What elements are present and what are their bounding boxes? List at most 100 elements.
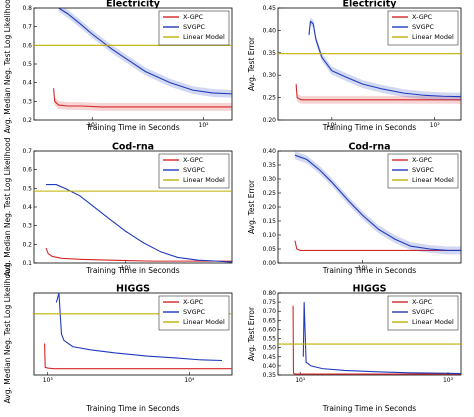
x-tick-label: 10² [430,122,441,129]
y-tick-label: 0.6 [22,42,32,49]
y-tick-label: 0.1 [22,260,32,267]
x-axis-label: Training Time in Seconds [322,123,417,132]
plot-area [34,184,232,263]
y-axis-label: Avg. Test Error [247,36,256,91]
chart-title: HIGGS [116,284,150,295]
x-axis-label: Training Time in Seconds [322,266,417,275]
x-tick-label: 10⁴ [184,377,195,384]
series-line-x-gpc [292,305,461,375]
y-tick-label: 0.4 [22,80,32,87]
series-band-svgpc [58,8,232,98]
legend-entry: Linear Model [183,176,225,184]
series-line-x-gpc [44,343,232,370]
legend: X-GPC SVGPC Linear Model [158,295,230,331]
series-band-svgpc [294,151,461,255]
y-tick-label: 0.5 [22,61,32,68]
y-tick-label: 0.45 [263,5,277,12]
legend-entry: X-GPC [412,298,433,306]
series-band-svgpc [308,17,461,101]
legend-entry: SVGPC [183,166,206,174]
y-tick-label: 0.2 [22,241,32,248]
series-line-x-gpc [53,88,232,108]
y-axis-label: Avg. Median Neg. Test Log Likelihood [3,137,12,276]
x-axis-label: Training Time in Seconds [85,123,180,132]
series-line-x-gpc [294,240,461,251]
y-tick-label: 0.20 [263,117,277,124]
y-tick-label: 0.4 [22,204,32,211]
y-tick-label: 0.8 [22,5,32,12]
x-axis-label: Training Time in Seconds [322,404,417,413]
legend-entry: Linear Model [183,33,225,41]
legend-entry: SVGPC [412,23,435,31]
y-tick-label: 0.20 [263,204,277,211]
y-tick-label: 0.7 [22,24,32,31]
chart-title: Cod-rna [112,142,154,153]
y-tick-label: 0.40 [263,363,277,370]
y-tick-label: 0.10 [263,232,277,239]
y-tick-label: 0.25 [263,95,277,102]
y-tick-label: 0.60 [263,326,277,333]
legend-entry: X-GPC [183,298,204,306]
series-line-svgpc [294,154,461,251]
plot-area [34,8,232,111]
y-axis-label: Avg. Median Neg. Test Log Likelihood [3,264,12,403]
chart-panel-6: HIGGS 0.35 0.40 0.45 0.50 0.55 0.60 0.65 0.70 0.7… [247,284,462,413]
y-tick-label: 0.30 [263,176,277,183]
x-tick-label: 10² [358,265,369,272]
series-line-svgpc [58,8,232,95]
y-tick-label: 0.70 [263,308,277,315]
legend-entry: SVGPC [412,308,435,316]
y-tick-label: 0.2 [22,117,32,124]
chart-panel-1: Electricity 0.2 0.3 0.4 0.5 0.6 0.7 0.8 10¹ 10² Tr… [3,0,233,133]
y-tick-label: 0.3 [22,223,32,230]
chart-panel-5: HIGGS 10³ 10⁴ Training Time in Seconds Avg. … [3,264,233,413]
legend-entry: X-GPC [412,156,433,164]
legend-entry: Linear Model [412,318,454,326]
chart-panel-4: Cod-rna 0.00 0.05 0.10 0.15 0.20 0.25 0.30 0.35 0… [247,142,462,275]
x-tick-label: 10¹ [295,377,306,384]
plot-area [278,302,461,375]
y-tick-label: 0.50 [263,345,277,352]
series-line-svgpc [302,302,461,375]
y-tick-label: 0.55 [263,336,277,343]
series-line-svgpc [55,293,223,362]
y-tick-label: 0.40 [263,148,277,155]
chart-title: Cod-rna [348,142,390,153]
series-line-x-gpc [45,247,232,262]
series-band-x-gpc [53,84,232,111]
y-tick-label: 0.40 [263,27,277,34]
legend-entry: Linear Model [412,33,454,41]
chart-title: Electricity [106,0,161,10]
y-tick-label: 0.35 [263,372,277,379]
y-tick-label: 0.25 [263,190,277,197]
legend-entry: SVGPC [183,308,206,316]
legend: X-GPC SVGPC Linear Model [387,295,459,331]
legend-entry: SVGPC [412,166,435,174]
series-band-x-gpc [296,80,461,104]
y-tick-label: 0.75 [263,299,277,306]
y-tick-label: 0.3 [22,98,32,105]
y-tick-label: 0.35 [263,50,277,57]
chart-panel-3: Cod-rna 0.1 0.2 0.3 0.4 0.5 0.6 0.7 10²Training … [3,137,233,276]
x-tick-label: 10³ [43,377,54,384]
y-tick-label: 0.5 [22,185,32,192]
x-tick-label: 10² [121,265,132,272]
chart-panel-2: Electricity 0.20 0.25 0.30 0.35 0.40 0.45 10¹ 10… [247,0,462,132]
x-tick-label: 10² [199,122,210,129]
legend: X-GPC SVGPC Linear Model [387,10,459,46]
legend-entry: Linear Model [183,318,225,326]
x-tick-label: 10¹ [327,122,338,129]
x-axis-label: Training Time in Seconds [85,404,180,413]
legend: X-GPC SVGPC Linear Model [158,153,230,189]
y-tick-label: 0.35 [263,162,277,169]
x-tick-label: 10¹ [87,122,98,129]
y-tick-label: 0.00 [263,260,277,267]
plot-area [278,17,461,104]
y-tick-label: 0.80 [263,290,277,297]
y-axis-label: Avg. Test Error [247,179,256,234]
x-tick-label: 10³ [443,377,454,384]
legend-entry: X-GPC [183,13,204,21]
chart-title: HIGGS [353,284,387,295]
legend: X-GPC SVGPC Linear Model [158,10,230,46]
